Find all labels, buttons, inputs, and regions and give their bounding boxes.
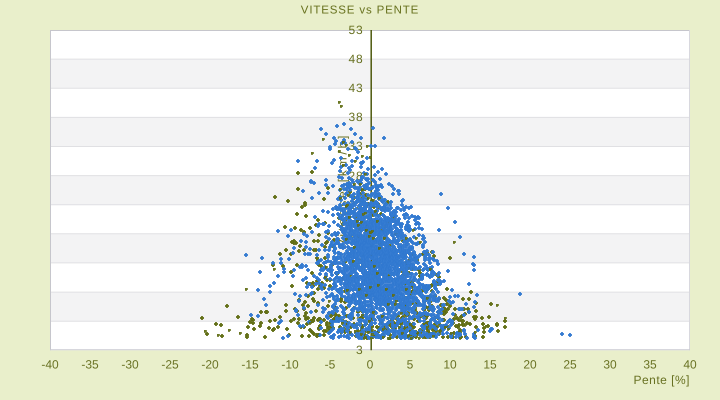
svg-text:53: 53 xyxy=(349,23,364,37)
svg-text:15: 15 xyxy=(483,358,497,372)
svg-text:38: 38 xyxy=(349,110,364,124)
svg-text:40: 40 xyxy=(683,358,697,372)
svg-text:20: 20 xyxy=(523,358,537,372)
svg-text:-40: -40 xyxy=(41,358,59,372)
svg-text:-35: -35 xyxy=(81,358,99,372)
svg-text:35: 35 xyxy=(643,358,657,372)
svg-text:0: 0 xyxy=(367,358,374,372)
svg-text:25: 25 xyxy=(563,358,577,372)
svg-text:43: 43 xyxy=(349,81,364,95)
svg-text:5: 5 xyxy=(407,358,414,372)
svg-text:3: 3 xyxy=(356,343,363,357)
svg-text:Pente [%]: Pente [%] xyxy=(633,373,690,387)
svg-text:-30: -30 xyxy=(121,358,139,372)
svg-text:-25: -25 xyxy=(161,358,179,372)
svg-text:-5: -5 xyxy=(325,358,336,372)
svg-text:-15: -15 xyxy=(241,358,259,372)
svg-text:-20: -20 xyxy=(201,358,219,372)
svg-text:VITESSE vs PENTE: VITESSE vs PENTE xyxy=(301,5,419,17)
svg-text:30: 30 xyxy=(603,358,617,372)
svg-text:10: 10 xyxy=(443,358,457,372)
svg-text:-10: -10 xyxy=(281,358,299,372)
svg-text:48: 48 xyxy=(349,52,364,66)
